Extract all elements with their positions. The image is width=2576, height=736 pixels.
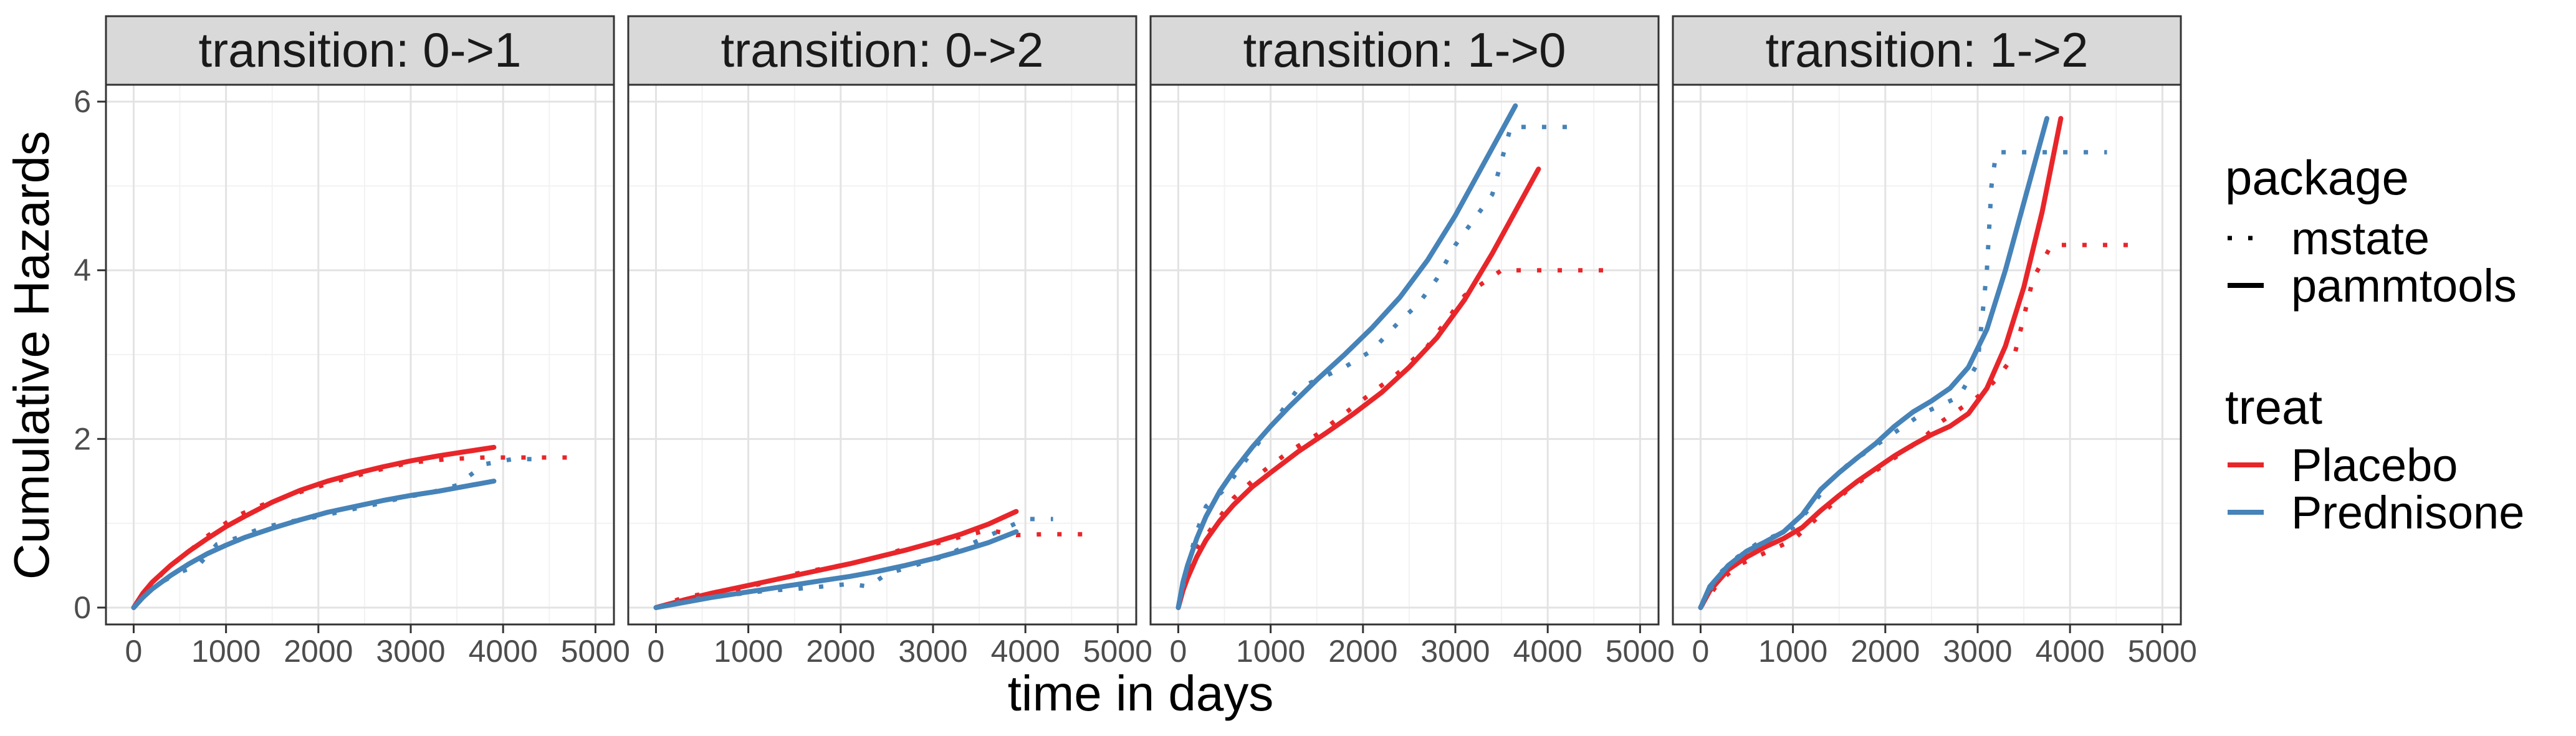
y-tick-label: 0	[74, 590, 91, 625]
legend-label-Prednisone: Prednisone	[2291, 487, 2524, 538]
facet-panel-1: transition: 0->1 0 1000 2000 3000 4000 5000 0 2 4…	[74, 15, 630, 669]
major-grid	[1673, 85, 2181, 624]
x-tick-label: 1000	[191, 634, 261, 669]
series-group	[1175, 103, 1612, 610]
x-tick-label: 2000	[1851, 634, 1920, 669]
facet-strip	[1672, 15, 2182, 86]
major-grid	[628, 85, 1136, 624]
facet-panel-3: transition: 1->0 0 1000 2000 3000 4000 5000	[1149, 15, 1675, 669]
x-tick-label: 0	[1170, 634, 1187, 669]
facet-panels: transition: 0->10 1000 2000 3000 4000 5000024…	[74, 15, 2197, 669]
legend-label-Placebo: Placebo	[2291, 439, 2458, 491]
legend-title: treat	[2225, 380, 2322, 434]
x-tick-label: 0	[648, 634, 665, 669]
panel-border	[627, 84, 1137, 626]
x-axis-title: time in days	[1008, 666, 1274, 721]
minor-grid	[106, 85, 614, 624]
x-tick-label: 0	[1692, 634, 1710, 669]
y-tick-label: 6	[74, 84, 91, 119]
series-line-placebo-mstate	[132, 455, 568, 609]
facet-strip	[627, 15, 1137, 86]
minor-grid	[1151, 85, 1659, 624]
panel-border	[105, 84, 615, 626]
major-grid	[1151, 85, 1659, 624]
x-tick-label: 3000	[1943, 634, 2012, 669]
series-group	[1698, 116, 2140, 610]
series-line-placebo-pammtools	[131, 444, 497, 610]
x-tick-label: 1000	[714, 634, 783, 669]
x-tick-label: 3000	[1420, 634, 1490, 669]
x-tick-label: 0	[125, 634, 143, 669]
legend-title: package	[2225, 150, 2409, 205]
minor-grid	[628, 85, 1136, 624]
legend-label-mstate: mstate	[2291, 213, 2430, 264]
x-tick-label: 4000	[1513, 634, 1582, 669]
minor-grid	[1673, 85, 2181, 624]
facet-strip-label: transition: 0->2	[721, 22, 1043, 77]
y-axis-title: Cumulative Hazards	[4, 131, 59, 580]
x-tick-label: 4000	[991, 634, 1060, 669]
x-tick-label: 4000	[469, 634, 538, 669]
facet-panel-4: transition: 1->2 0 1000 2000 3000 4000 5000	[1672, 15, 2197, 669]
y-tick-label: 4	[74, 253, 91, 288]
series-group	[131, 444, 568, 610]
x-tick-label: 2000	[806, 634, 875, 669]
x-tick-label: 5000	[2128, 634, 2197, 669]
x-tick-label: 1000	[1236, 634, 1305, 669]
y-tick-label: 2	[74, 421, 91, 456]
series-line-placebo-pammtools	[1175, 166, 1541, 610]
facet-panel-2: transition: 0->2 0 1000 2000 3000 4000 5000	[627, 15, 1152, 669]
panel-border	[1672, 84, 2182, 626]
facet-strip	[105, 15, 615, 86]
x-tick-label: 5000	[561, 634, 630, 669]
series-line-prednisone-pammtools	[1698, 116, 2050, 610]
legend-label-pammtools: pammtools	[2291, 260, 2517, 312]
x-tick-label: 1000	[1758, 634, 1827, 669]
panel-border	[1149, 84, 1660, 626]
series-line-prednisone-pammtools	[1175, 103, 1518, 610]
x-tick-label: 2000	[284, 634, 353, 669]
facet-strip	[1149, 15, 1660, 86]
x-tick-label: 3000	[898, 634, 967, 669]
major-grid	[106, 85, 614, 624]
series-group	[653, 509, 1090, 610]
facet-strip-label: transition: 1->0	[1243, 22, 1566, 77]
x-tick-label: 5000	[1083, 634, 1152, 669]
x-tick-label: 3000	[376, 634, 445, 669]
facet-strip-label: transition: 0->1	[198, 22, 521, 77]
series-line-prednisone-mstate	[1698, 150, 2107, 609]
x-tick-label: 2000	[1328, 634, 1397, 669]
facet-strip-label: transition: 1->2	[1765, 22, 2088, 77]
x-tick-label: 5000	[1606, 634, 1675, 669]
x-tick-label: 4000	[2036, 634, 2105, 669]
